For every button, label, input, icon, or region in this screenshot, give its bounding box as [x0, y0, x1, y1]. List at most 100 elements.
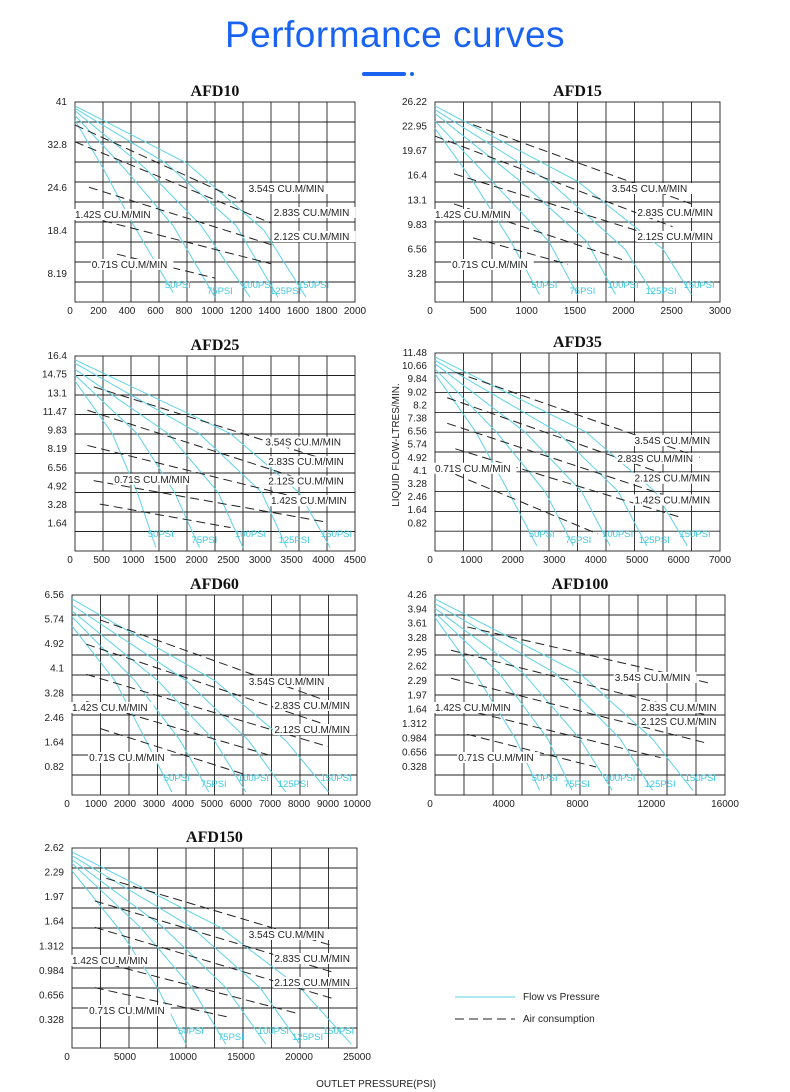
air-label-bg	[267, 456, 350, 468]
flow-curve-125psi	[74, 107, 279, 298]
title-underline	[362, 72, 406, 76]
air-label-bg	[247, 676, 331, 687]
flow-curve-label: 50PSI	[165, 280, 191, 291]
y-tick-label: 2.62	[408, 662, 428, 673]
air-consumption-label: 2.83S CU.M/MIN	[617, 454, 693, 465]
chart-title: AFD35	[553, 334, 602, 351]
air-consumption-label: 2.12S CU.M/MIN	[274, 978, 350, 989]
flow-curve-75psi	[71, 862, 227, 1045]
y-tick-label: 1.64	[45, 917, 65, 928]
y-tick-label: 1.312	[39, 941, 64, 952]
y-tick-label: 3.61	[408, 619, 428, 630]
air-consumption-label: 3.54S CU.M/MIN	[635, 436, 711, 447]
air-label-bg	[113, 473, 196, 485]
y-tick-label: 10.66	[402, 361, 427, 372]
air-consumption-line	[102, 220, 272, 265]
x-tick-label: 1000	[122, 555, 145, 566]
y-tick-label: 6.56	[48, 463, 68, 474]
x-tick-label: 400	[119, 306, 136, 317]
x-tick-label: 1500	[564, 306, 587, 317]
flow-curve-label: 150PSI	[323, 1026, 354, 1037]
y-tick-label: 0.328	[402, 762, 427, 773]
flow-curve-label: 125PSI	[292, 1032, 323, 1043]
y-tick-label: 0.984	[402, 733, 427, 744]
air-label-bg	[610, 183, 694, 194]
flow-curve-125psi	[74, 362, 288, 548]
air-consumption-label: 2.83S CU.M/MIN	[637, 208, 713, 219]
air-consumption-line	[450, 649, 710, 717]
flow-curve-50psi	[74, 120, 174, 293]
y-tick-label: 14.75	[42, 370, 67, 381]
y-tick-label: 19.67	[402, 146, 427, 157]
flow-curve-100psi	[434, 363, 611, 547]
x-tick-label: 2000	[612, 306, 635, 317]
air-label-bg	[434, 702, 517, 713]
y-tick-label: 3.28	[408, 479, 428, 490]
air-consumption-line	[94, 987, 232, 1019]
air-consumption-label: 0.71S CU.M/MIN	[89, 753, 165, 764]
air-consumption-label: 2.12S CU.M/MIN	[641, 717, 717, 728]
flow-curve-label: 75PSI	[218, 1032, 244, 1043]
flow-curve-label: 150PSI	[685, 773, 716, 784]
flow-curve-label: 100PSI	[258, 1026, 289, 1037]
flow-curve-100psi	[74, 368, 244, 548]
air-consumption-line	[93, 480, 324, 523]
air-consumption-label: 1.42S CU.M/MIN	[75, 210, 151, 221]
air-consumption-line	[74, 141, 272, 224]
y-tick-label: 6.56	[408, 427, 428, 438]
air-label-bg	[639, 716, 723, 727]
y-tick-label: 16.4	[48, 351, 68, 362]
x-axis-title: OUTLET PRESSURE(PSI)	[316, 1079, 436, 1090]
air-consumption-line	[93, 386, 337, 464]
y-tick-label: 7.38	[408, 413, 428, 424]
air-consumption-line	[472, 124, 692, 205]
chart-title: AFD15	[553, 83, 602, 100]
air-label-bg	[633, 472, 717, 484]
air-label-bg	[613, 672, 697, 683]
flow-curve-label: 150PSI	[684, 280, 715, 291]
chart-afd100: AFD100 0 4000 8000 12000 16000 4.26 3.94 3.61 3.2…	[402, 576, 739, 810]
flow-curve-150psi	[71, 598, 329, 793]
x-tick-label: 0	[427, 306, 433, 317]
y-tick-label: 18.4	[48, 226, 68, 237]
x-tick-label: 1000	[201, 306, 224, 317]
y-tick-label: 9.84	[408, 374, 428, 385]
flow-curve-125psi	[434, 359, 648, 547]
y-tick-label: 24.6	[48, 183, 68, 194]
flow-curve-label: 50PSI	[178, 1026, 204, 1037]
flow-curve-label: 75PSI	[191, 535, 217, 546]
flow-curve-label: 150PSI	[298, 280, 329, 291]
x-tick-label: 1400	[258, 306, 281, 317]
x-tick-label: 15000	[227, 1052, 255, 1063]
air-consumption-label: 1.42S CU.M/MIN	[271, 496, 347, 507]
air-label-bg	[71, 955, 154, 966]
y-tick-label: 1.97	[408, 690, 428, 701]
x-tick-label: 3000	[143, 799, 166, 810]
flow-curve-label: 100PSI	[238, 773, 269, 784]
air-label-bg	[90, 259, 174, 270]
air-label-bg	[639, 702, 723, 713]
y-tick-label: 4.92	[408, 453, 428, 464]
x-tick-label: 5000	[626, 555, 649, 566]
x-tick-label: 4500	[344, 555, 367, 566]
x-tick-label: 0	[427, 555, 433, 566]
y-tick-label: 8.19	[48, 269, 68, 280]
x-tick-label: 3000	[543, 555, 566, 566]
air-consumption-line	[100, 619, 329, 702]
y-tick-label: 0.82	[45, 762, 65, 773]
air-label-bg	[457, 752, 540, 763]
air-consumption-line	[100, 728, 244, 775]
air-label-bg	[272, 207, 356, 218]
air-label-bg	[264, 436, 347, 448]
x-tick-label: 25000	[343, 1052, 371, 1063]
air-consumption-line	[87, 444, 325, 505]
air-label-bg	[273, 953, 356, 964]
chart-afd35: AFD35 0 1000 2000 3000 4000 5000 6000 7000 11.48 1…	[402, 334, 732, 566]
x-tick-label: 2000	[186, 555, 209, 566]
flow-curve-label: 125PSI	[270, 286, 301, 297]
flow-curve-125psi	[434, 109, 654, 295]
flow-curve-150psi	[434, 598, 694, 791]
y-tick-label: 5.74	[45, 615, 65, 626]
air-consumption-line	[472, 237, 569, 265]
